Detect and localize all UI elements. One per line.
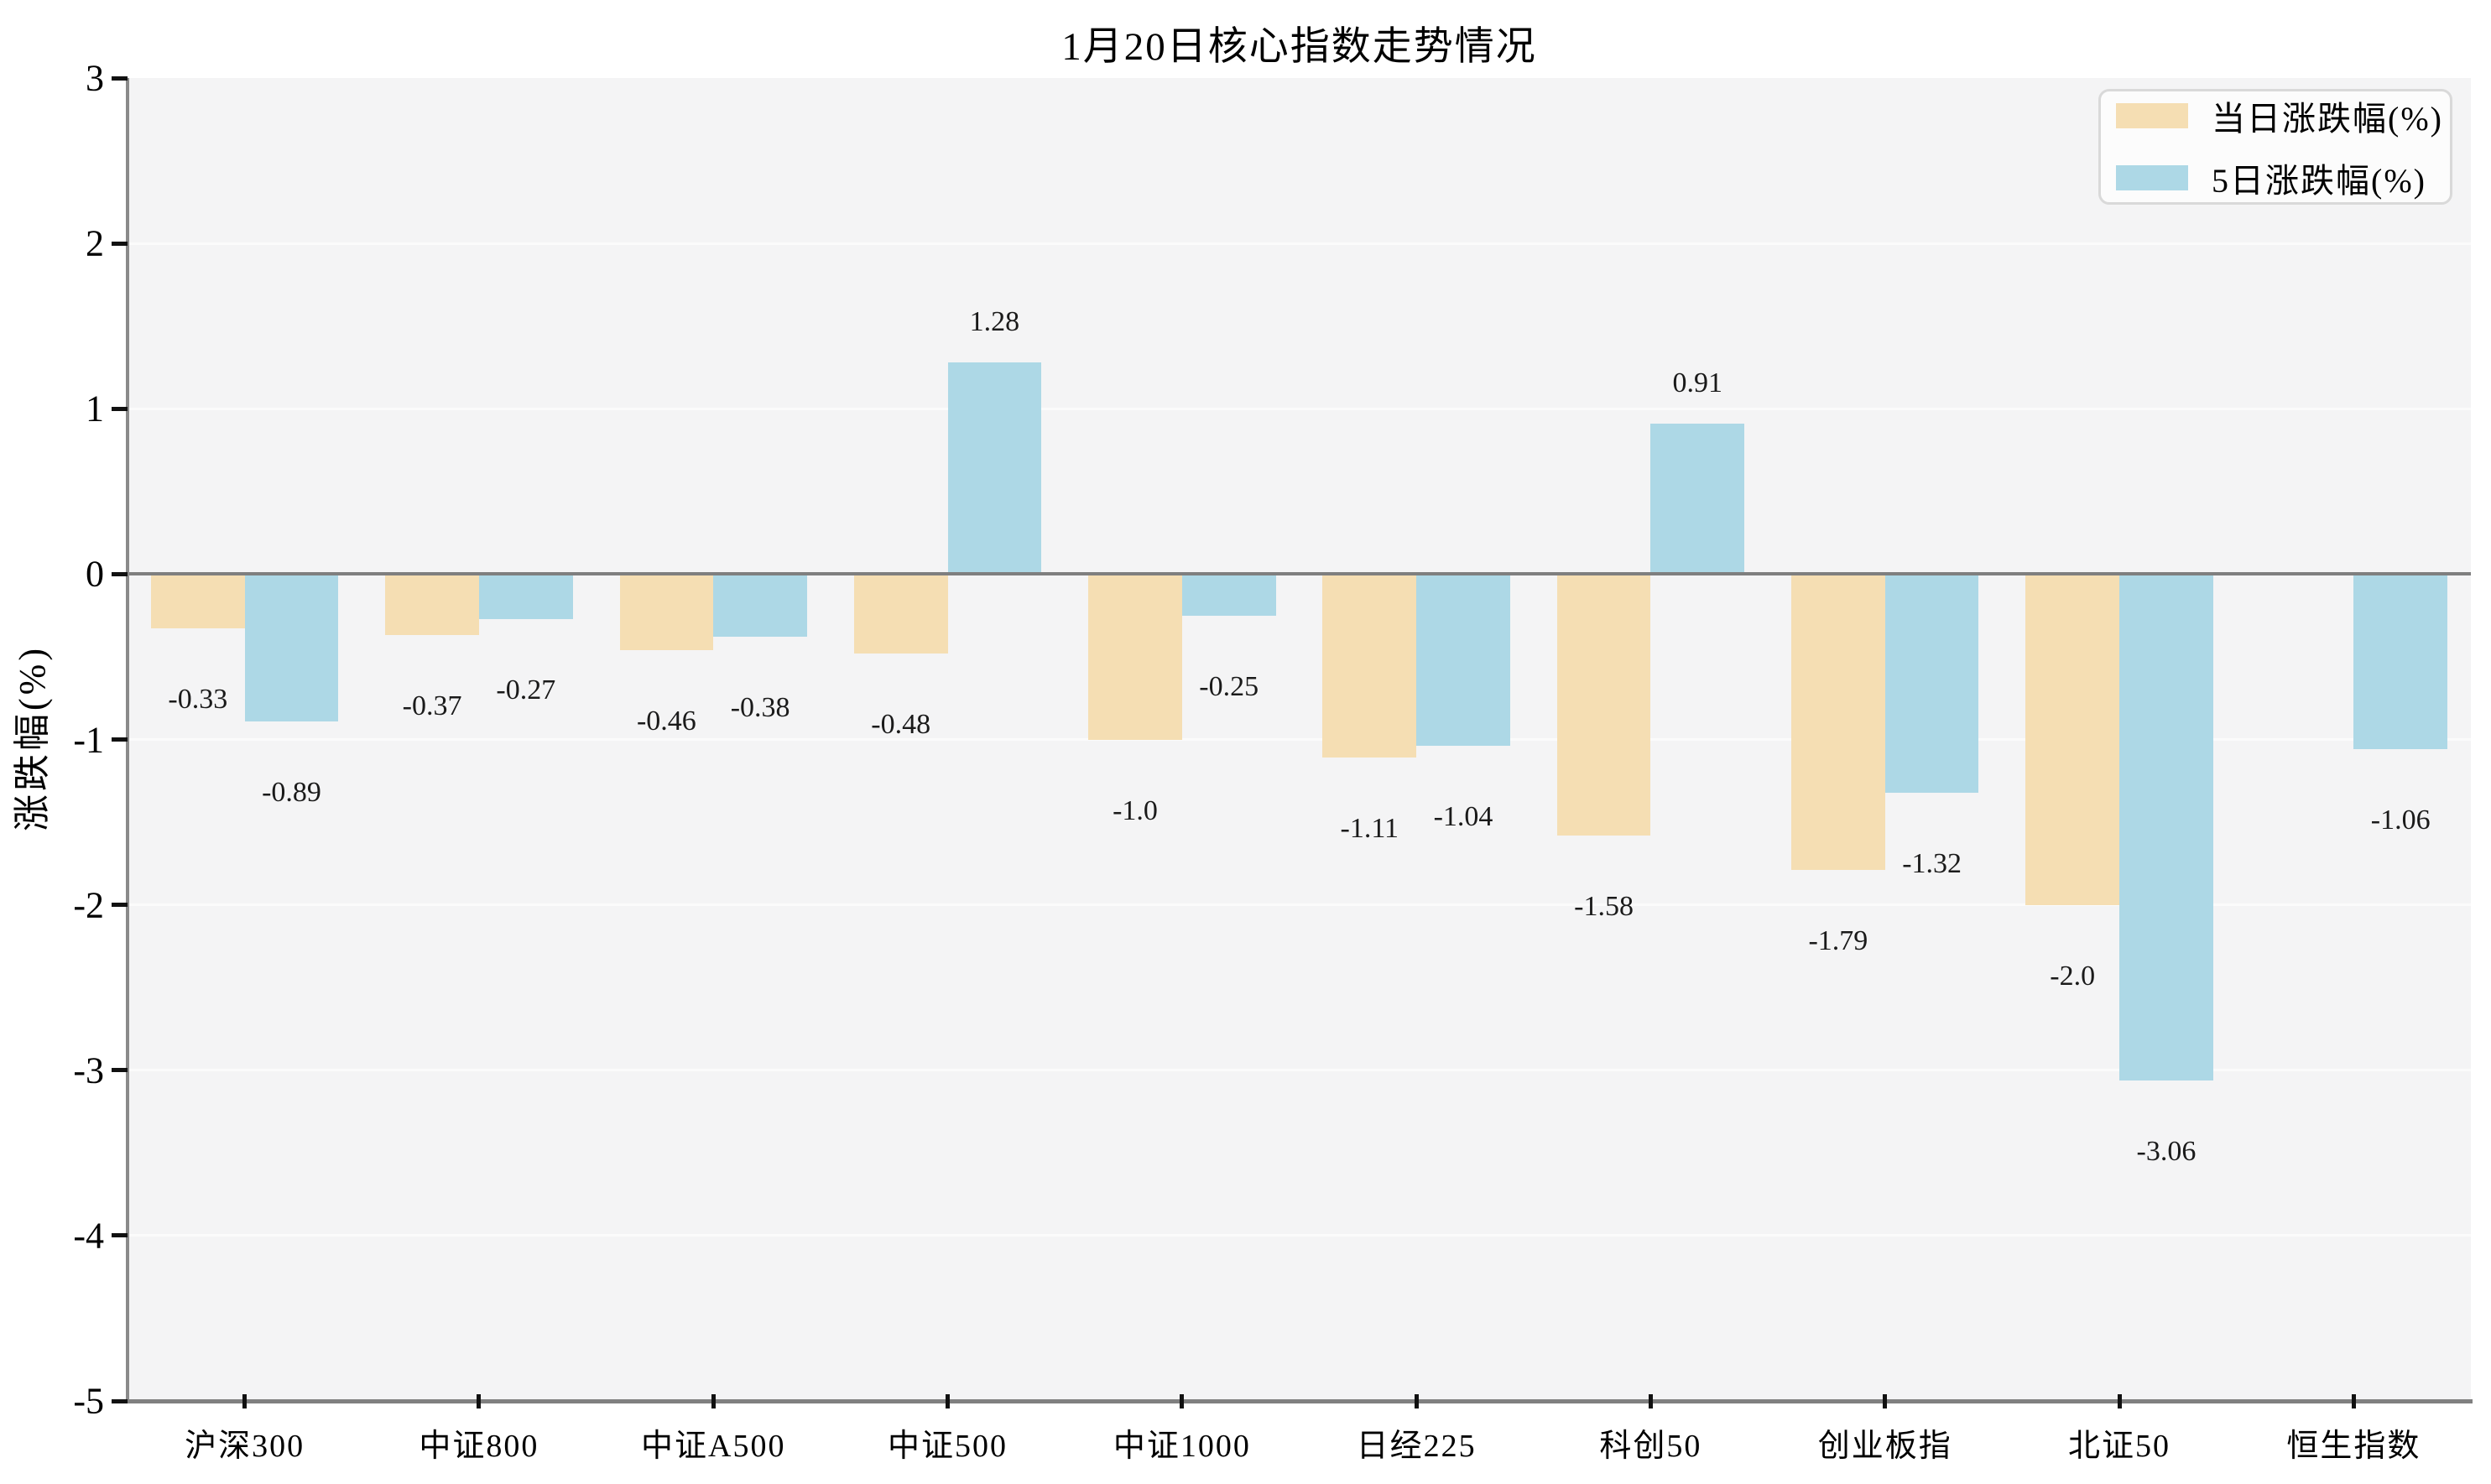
x-tick-mark bbox=[711, 1394, 716, 1408]
x-tick-label-2: 中证800 bbox=[419, 1429, 539, 1464]
x-tick-mark bbox=[2351, 1394, 2356, 1408]
bar-value-label: -1.79 bbox=[1808, 925, 1868, 957]
gridline bbox=[128, 1069, 2471, 1072]
daily-bar-创业板指 bbox=[1791, 574, 1885, 871]
y-tick-mark bbox=[112, 571, 128, 576]
bar-value-label: -0.38 bbox=[730, 692, 790, 724]
daily-bar-日经225 bbox=[1322, 574, 1417, 758]
x-tick-label-5: 中证1000 bbox=[1113, 1429, 1251, 1464]
x-tick-mark bbox=[1180, 1394, 1185, 1408]
x-tick-mark bbox=[2117, 1394, 2122, 1408]
five-day-bar-北证50 bbox=[2119, 574, 2213, 1080]
x-tick-label-3: 中证A500 bbox=[641, 1429, 786, 1464]
five-day-bar-恒生指数 bbox=[2353, 574, 2448, 750]
five-day-bar-创业板指 bbox=[1884, 574, 1979, 793]
bar-value-label: -1.0 bbox=[1113, 794, 1158, 826]
y-tick-label: -1 bbox=[73, 719, 104, 760]
gridline bbox=[128, 242, 2471, 245]
daily-bar-中证A500 bbox=[619, 574, 714, 651]
y-tick-label: 0 bbox=[86, 553, 104, 595]
bar-value-label: 0.91 bbox=[1672, 367, 1723, 398]
x-tick-mark bbox=[477, 1394, 482, 1408]
x-tick-mark bbox=[1648, 1394, 1653, 1408]
y-tick-label: -5 bbox=[73, 1380, 104, 1422]
gridline bbox=[128, 407, 2471, 410]
bar-value-label: -2.0 bbox=[2050, 960, 2096, 992]
legend-label-5day: 5日涨跌幅(%) bbox=[2212, 162, 2426, 200]
daily-bar-中证500 bbox=[853, 574, 948, 653]
y-tick-mark bbox=[112, 1398, 128, 1403]
x-tick-label-7: 科创50 bbox=[1599, 1429, 1702, 1464]
x-tick-label-9: 北证50 bbox=[2068, 1429, 2171, 1464]
bar-value-label: -1.11 bbox=[1340, 813, 1399, 845]
bar-value-label: -0.89 bbox=[262, 776, 321, 808]
bar-value-label: -0.25 bbox=[1199, 670, 1259, 702]
legend-label-daily: 当日涨跌幅(%) bbox=[2212, 100, 2443, 138]
bar-value-label: -1.58 bbox=[1574, 890, 1634, 922]
five-day-bar-中证500 bbox=[947, 362, 1042, 575]
y-tick-label: -3 bbox=[73, 1049, 104, 1091]
x-tick-label-8: 创业板指 bbox=[1817, 1429, 1952, 1464]
y-tick-label: 1 bbox=[86, 388, 104, 430]
bar-value-label: -0.37 bbox=[402, 690, 462, 722]
bar-value-label: 1.28 bbox=[969, 306, 1020, 338]
bar-value-label: -3.06 bbox=[2136, 1135, 2197, 1167]
y-tick-label: 2 bbox=[86, 222, 104, 264]
x-tick-label-4: 中证500 bbox=[888, 1429, 1008, 1464]
five-day-bar-沪深300 bbox=[244, 574, 339, 721]
y-tick-mark bbox=[112, 903, 128, 908]
zero-baseline bbox=[128, 572, 2471, 576]
five-day-bar-日经225 bbox=[1416, 574, 1510, 747]
x-tick-mark bbox=[946, 1394, 951, 1408]
y-axis-spine bbox=[126, 78, 129, 1403]
y-tick-mark bbox=[112, 406, 128, 411]
plot-area: -0.33 -0.37 -0.46 -0.48 -1.0 -1.11 -1.58 -1.79 -… bbox=[128, 78, 2471, 1401]
x-tick-label-6: 日经225 bbox=[1356, 1429, 1477, 1464]
gridline bbox=[128, 1234, 2471, 1237]
bar-value-label: -1.32 bbox=[1902, 847, 1962, 879]
legend-item-5day: 5日涨跌幅(%) bbox=[2116, 154, 2450, 202]
x-axis-spine bbox=[126, 1399, 2473, 1403]
daily-bar-科创50 bbox=[1556, 574, 1651, 836]
five-day-bar-中证A500 bbox=[713, 574, 807, 638]
five-day-bar-科创50 bbox=[1650, 423, 1745, 575]
chart-title: 1月20日核心指数走势情况 bbox=[1061, 25, 1537, 69]
x-tick-mark bbox=[1883, 1394, 1888, 1408]
y-tick-label: 3 bbox=[86, 57, 104, 99]
y-tick-mark bbox=[112, 1068, 128, 1073]
y-tick-label: -2 bbox=[73, 884, 104, 926]
legend-swatch-daily bbox=[2116, 103, 2188, 128]
daily-bar-沪深300 bbox=[150, 574, 245, 629]
x-tick-mark bbox=[242, 1394, 248, 1408]
bar-value-label: -0.46 bbox=[636, 706, 696, 737]
x-tick-mark bbox=[1414, 1394, 1419, 1408]
daily-bar-北证50 bbox=[2025, 574, 2120, 905]
gridline bbox=[128, 738, 2471, 741]
daily-bar-中证800 bbox=[385, 574, 479, 636]
bar-value-label: -1.04 bbox=[1433, 801, 1493, 833]
y-tick-mark bbox=[112, 1233, 128, 1238]
bar-value-label: -1.06 bbox=[2370, 804, 2431, 836]
legend: 当日涨跌幅(%) 5日涨跌幅(%) bbox=[2098, 89, 2452, 205]
bar-value-label: -0.48 bbox=[871, 708, 931, 740]
bar-value-label: -0.27 bbox=[496, 674, 556, 706]
x-tick-label-10: 恒生指数 bbox=[2286, 1429, 2421, 1464]
legend-item-daily: 当日涨跌幅(%) bbox=[2116, 91, 2450, 140]
y-tick-label: -4 bbox=[73, 1215, 104, 1257]
five-day-bar-中证800 bbox=[478, 574, 573, 619]
gridline bbox=[128, 903, 2471, 907]
bar-value-label: -0.33 bbox=[168, 684, 228, 716]
x-tick-label-1: 沪深300 bbox=[185, 1429, 305, 1464]
legend-swatch-5day bbox=[2116, 165, 2188, 190]
y-tick-mark bbox=[112, 241, 128, 246]
five-day-bar-中证1000 bbox=[1181, 574, 1276, 616]
y-tick-mark bbox=[112, 76, 128, 81]
y-tick-mark bbox=[112, 737, 128, 742]
daily-bar-中证1000 bbox=[1088, 574, 1182, 740]
